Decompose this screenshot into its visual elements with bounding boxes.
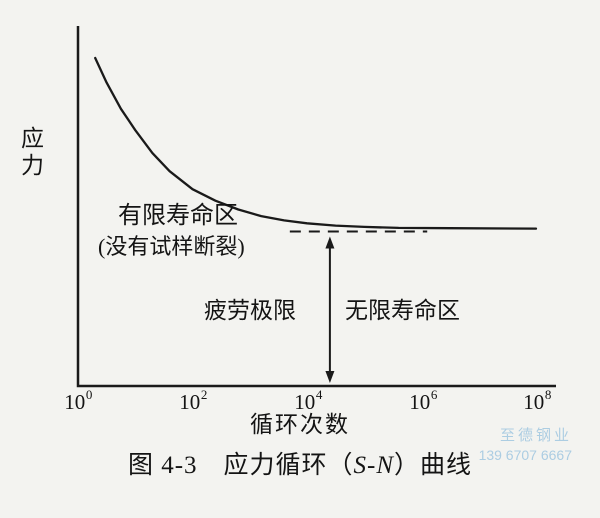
tick-exponent: 6 [430, 387, 438, 403]
tick-exponent: 2 [200, 387, 208, 403]
x-axis-label: 循环次数 [250, 412, 350, 437]
x-tick-10e4: 104 [294, 387, 323, 414]
fatigue-limit-label: 疲劳极限 [204, 298, 296, 323]
watermark-company-name: 至德钢业 [499, 428, 572, 444]
x-tick-10e2: 102 [179, 387, 208, 414]
y-axis-label: 应力 [17, 126, 43, 180]
tick-base: 10 [179, 390, 201, 414]
tick-exponent: 4 [315, 387, 323, 403]
tick-base: 10 [64, 390, 86, 414]
tick-exponent: 0 [85, 387, 93, 403]
x-tick-10e8: 108 [523, 387, 552, 414]
infinite-life-region-label: 无限寿命区 [345, 298, 460, 323]
tick-base: 10 [523, 390, 545, 414]
tick-base: 10 [409, 390, 431, 414]
x-tick-10e0: 100 [64, 387, 93, 414]
x-tick-10e6: 106 [409, 387, 438, 414]
tick-exponent: 8 [544, 387, 552, 403]
figure-caption: 图 4-3 应力循环（S-N）曲线 [128, 452, 472, 481]
caption-prefix: 图 4-3 应力循环（ [127, 452, 354, 479]
no-specimen-fracture-label: (没有试样断裂) [98, 234, 245, 259]
tick-base: 10 [294, 390, 316, 414]
watermark-phone-number: 139 6707 6667 [478, 447, 572, 463]
caption-sn-italic: S-N [353, 452, 395, 479]
caption-suffix: ）曲线 [394, 452, 473, 479]
finite-life-region-label: 有限寿命区 [118, 203, 238, 229]
